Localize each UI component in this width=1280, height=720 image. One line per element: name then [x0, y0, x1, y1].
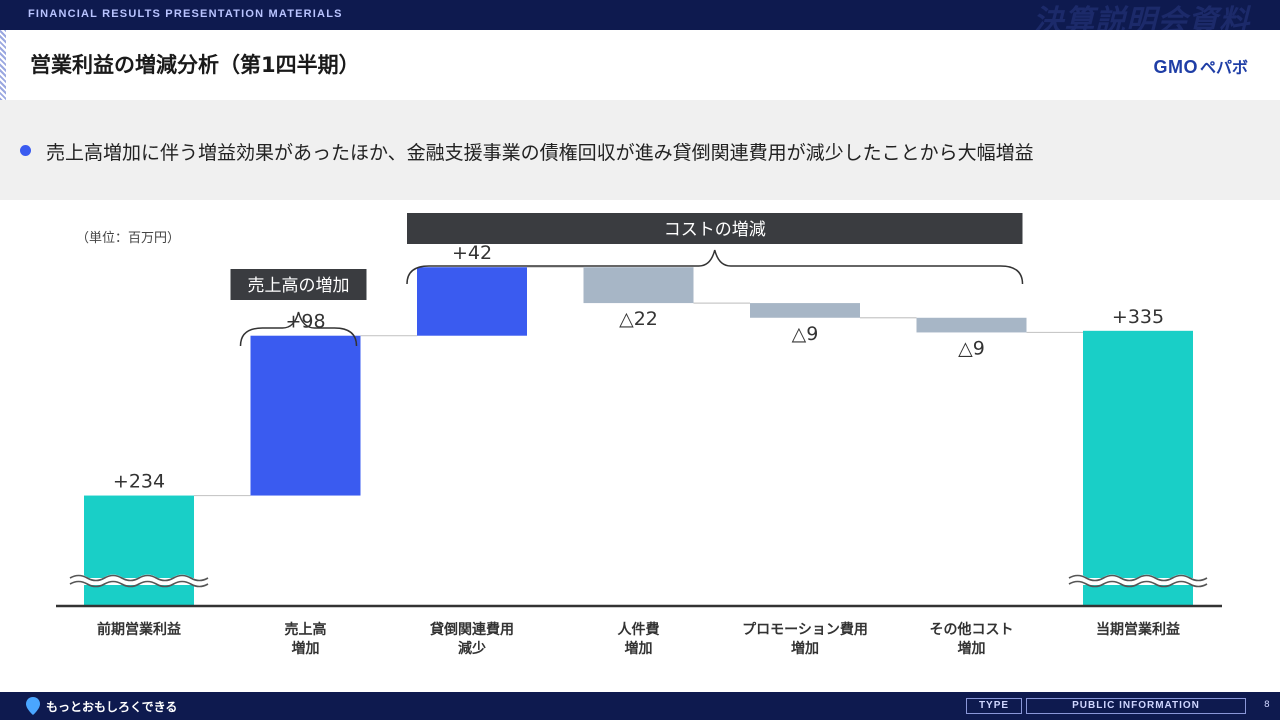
bar-5 — [750, 303, 860, 318]
category-label-1: 前期営業利益 — [97, 621, 181, 638]
bullet-dot-icon — [20, 145, 31, 156]
data-label-3: +42 — [452, 242, 492, 264]
category-label-5: プロモーション費用 — [742, 621, 868, 638]
bar-3 — [417, 267, 527, 336]
category-label-3: 貸倒関連費用 — [429, 621, 514, 638]
footer-slogan: もっとおもしろくできる — [46, 700, 178, 714]
bar-7 — [1083, 330, 1193, 606]
bar-1 — [84, 495, 194, 606]
page-title: 営業利益の増減分析（第1四半期） — [30, 53, 360, 77]
category-label-4: 増加 — [625, 640, 653, 657]
top-header-band: FINANCIAL RESULTS PRESENTATION MATERIALS… — [0, 0, 1280, 30]
axis-break-gap — [70, 578, 208, 584]
bar-2 — [250, 335, 361, 496]
bracket-2 — [406, 249, 1024, 285]
axis-break-line — [69, 574, 209, 582]
category-label-2: 増加 — [292, 640, 320, 657]
bracket-label-box-2 — [407, 213, 1023, 244]
summary-text: 売上高増加に伴う増益効果があったほか、金融支援事業の債権回収が進み貸倒関連費用が… — [46, 142, 1034, 164]
title-bar: 営業利益の増減分析（第1四半期） GMO ペパボ — [0, 30, 1280, 100]
axis-break-line — [69, 580, 209, 588]
category-label-6: 増加 — [958, 640, 986, 657]
data-label-1: +234 — [113, 471, 165, 493]
category-label-5: 増加 — [791, 640, 819, 657]
brand-pepabo: ペパボ — [1199, 58, 1248, 77]
summary-band: 売上高増加に伴う増益効果があったほか、金融支援事業の債権回収が進み貸倒関連費用が… — [0, 100, 1280, 200]
brand-logo: GMO ペパボ — [1153, 54, 1248, 78]
category-label-3: 減少 — [458, 640, 486, 657]
unit-label: （単位：百万円） — [76, 230, 180, 246]
data-label-2: +98 — [285, 311, 325, 333]
bracket-label-box-1 — [230, 269, 367, 300]
category-label-7: 当期営業利益 — [1096, 621, 1180, 638]
category-label-2: 売上高 — [285, 621, 327, 638]
data-label-5: △9 — [792, 323, 819, 345]
bracket-label-1: 売上高の増加 — [248, 276, 350, 296]
bracket-label-2: コストの増減 — [664, 220, 766, 240]
footer-band: もっとおもしろくできる TYPE PUBLIC INFORMATION 8 — [0, 692, 1280, 720]
header-tag: FINANCIAL RESULTS PRESENTATION MATERIALS — [28, 8, 343, 20]
axis-break-gap — [1069, 578, 1207, 584]
axis-break-line — [1068, 574, 1208, 582]
waterfall-chart: （単位：百万円） +234 +98 +42 △22 △9 △9 +335 前期営業利益 売上高増加… — [56, 213, 1222, 657]
header-mark: 決算説明会資料 — [1033, 4, 1250, 30]
brand-gmo: GMO — [1153, 57, 1198, 77]
footer-info: PUBLIC INFORMATION — [1026, 698, 1246, 714]
title-stripe — [0, 30, 6, 100]
location-pin-icon — [26, 697, 40, 715]
bar-6 — [916, 317, 1027, 333]
data-label-7: +335 — [1112, 306, 1164, 328]
data-label-6: △9 — [958, 337, 985, 359]
bracket-1 — [239, 311, 358, 347]
bar-4 — [583, 267, 694, 304]
category-label-6: その他コスト — [930, 621, 1014, 638]
category-label-4: 人件費 — [618, 621, 660, 638]
page-number: 8 — [1264, 700, 1270, 710]
data-label-4: △22 — [619, 308, 658, 330]
footer-type: TYPE — [966, 698, 1022, 714]
axis-break-line — [1068, 580, 1208, 588]
